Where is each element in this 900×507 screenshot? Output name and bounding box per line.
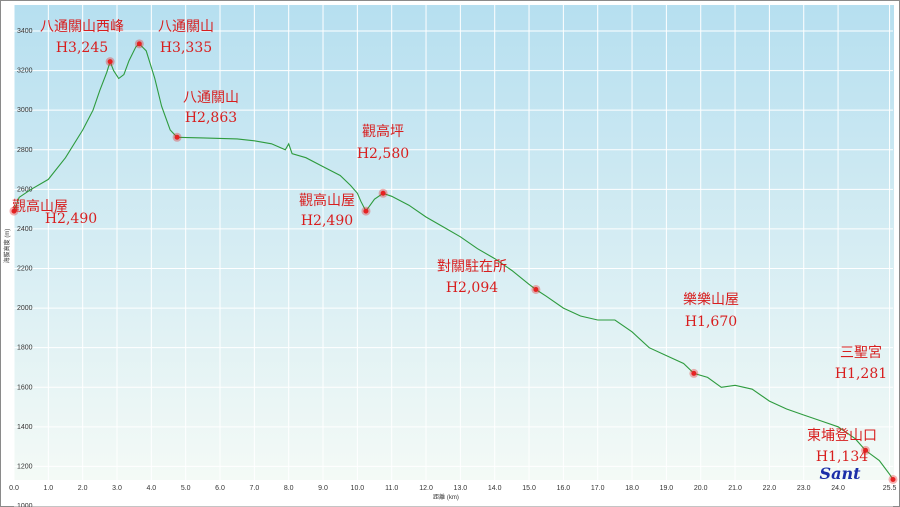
y-tick-label: 1400 (17, 424, 33, 431)
x-tick-label: 3.0 (112, 485, 122, 492)
y-tick-label: 3400 (17, 28, 33, 35)
x-tick-label: 16.0 (557, 485, 571, 492)
waypoint-elevation: H2,094 (446, 280, 498, 296)
waypoint-elevation: H1,670 (685, 314, 737, 330)
x-tick-label: 24.0 (831, 485, 845, 492)
x-tick-label: 18.0 (625, 485, 639, 492)
y-tick-label: 2600 (17, 186, 33, 193)
waypoint-elevation: H1,281 (835, 366, 887, 382)
waypoint-marker (533, 286, 539, 292)
x-tick-label: 22.0 (763, 485, 777, 492)
y-axis-label: 海拔高度 (m) (3, 229, 11, 264)
waypoint-marker (863, 447, 869, 453)
x-tick-label: 12.0 (419, 485, 433, 492)
x-tick-label: 6.0 (215, 485, 225, 492)
x-tick-label: 10.0 (351, 485, 365, 492)
waypoint-name: 東埔登山口 (807, 428, 877, 444)
x-tick-label: 21.0 (728, 485, 742, 492)
plot-background (14, 5, 894, 480)
waypoint-name: 八通關山 (183, 90, 239, 106)
x-tick-label: 0.0 (9, 485, 19, 492)
x-tick-label: 19.0 (660, 485, 674, 492)
x-tick-label: 15.0 (522, 485, 536, 492)
waypoint-name: 觀高坪 (362, 123, 404, 140)
y-tick-label: 1600 (17, 384, 33, 391)
y-tick-label: 1000 (17, 503, 33, 507)
author-signature: Sant (820, 464, 862, 483)
y-tick-label: 2800 (17, 147, 33, 154)
waypoint-elevation: H2,490 (45, 211, 97, 227)
x-tick-label: 25.5 (883, 485, 897, 492)
waypoint-elevation: H2,863 (185, 110, 237, 126)
waypoint-elevation: H2,490 (301, 213, 353, 229)
waypoint-name: 觀高山屋 (299, 192, 355, 209)
x-axis-label: 距離 (km) (433, 493, 459, 501)
x-tick-label: 8.0 (284, 485, 294, 492)
waypoint-elevation: H3,335 (160, 40, 212, 56)
waypoint-name: 八通關山西峰 (40, 19, 124, 35)
waypoint-elevation: H2,580 (357, 146, 409, 162)
waypoint-elevation: H1,134 (816, 449, 868, 465)
x-tick-label: 23.0 (797, 485, 811, 492)
y-tick-label: 2000 (17, 305, 33, 312)
x-tick-label: 4.0 (146, 485, 156, 492)
waypoint-markers (9, 39, 898, 484)
y-tick-label: 3000 (17, 107, 33, 114)
x-tick-labels: 0.0 1.0 2.0 3.0 4.0 5.0 6.0 7.0 8.0 9.0 10.0 11.0 12… (9, 485, 896, 492)
waypoint-name: 對關駐在所 (437, 259, 507, 275)
elevation-line (13, 43, 894, 480)
waypoint-elevation: H3,245 (56, 40, 108, 56)
x-tick-label: 9.0 (318, 485, 328, 492)
waypoint-name: 八通關山 (158, 19, 214, 35)
x-tick-label: 13.0 (454, 485, 468, 492)
waypoint-marker (380, 190, 386, 196)
waypoint-marker (11, 208, 17, 214)
x-tick-label: 2.0 (78, 485, 88, 492)
waypoint-marker (174, 134, 180, 140)
waypoint-marker (691, 370, 697, 376)
y-tick-labels: 1000 1200 1400 1600 1800 2000 2200 2400 2600 2800… (17, 28, 33, 507)
y-tick-label: 2400 (17, 226, 33, 233)
waypoint-name: 三聖宮 (840, 345, 882, 361)
x-tick-label: 1.0 (43, 485, 53, 492)
grid (13, 5, 893, 507)
waypoint-labels: 觀高山屋H2,490八通關山西峰H3,245八通關山H3,335八通關山H2,8… (12, 19, 887, 465)
waypoint-marker (363, 208, 369, 214)
x-tick-label: 7.0 (249, 485, 259, 492)
x-tick-label: 14.0 (488, 485, 502, 492)
waypoint-marker (136, 41, 142, 47)
waypoint-marker (107, 59, 113, 65)
x-tick-label: 5.0 (181, 485, 191, 492)
waypoint-name: 樂樂山屋 (683, 291, 739, 308)
waypoint-marker (890, 476, 896, 482)
y-tick-label: 2200 (17, 266, 33, 273)
waypoint-name: 觀高山屋 (12, 198, 68, 215)
x-tick-label: 20.0 (694, 485, 708, 492)
y-tick-label: 1800 (17, 345, 33, 352)
x-tick-label: 11.0 (385, 485, 398, 492)
y-tick-label: 3200 (17, 68, 33, 75)
x-tick-label: 17.0 (591, 485, 605, 492)
y-tick-label: 1200 (17, 463, 33, 470)
